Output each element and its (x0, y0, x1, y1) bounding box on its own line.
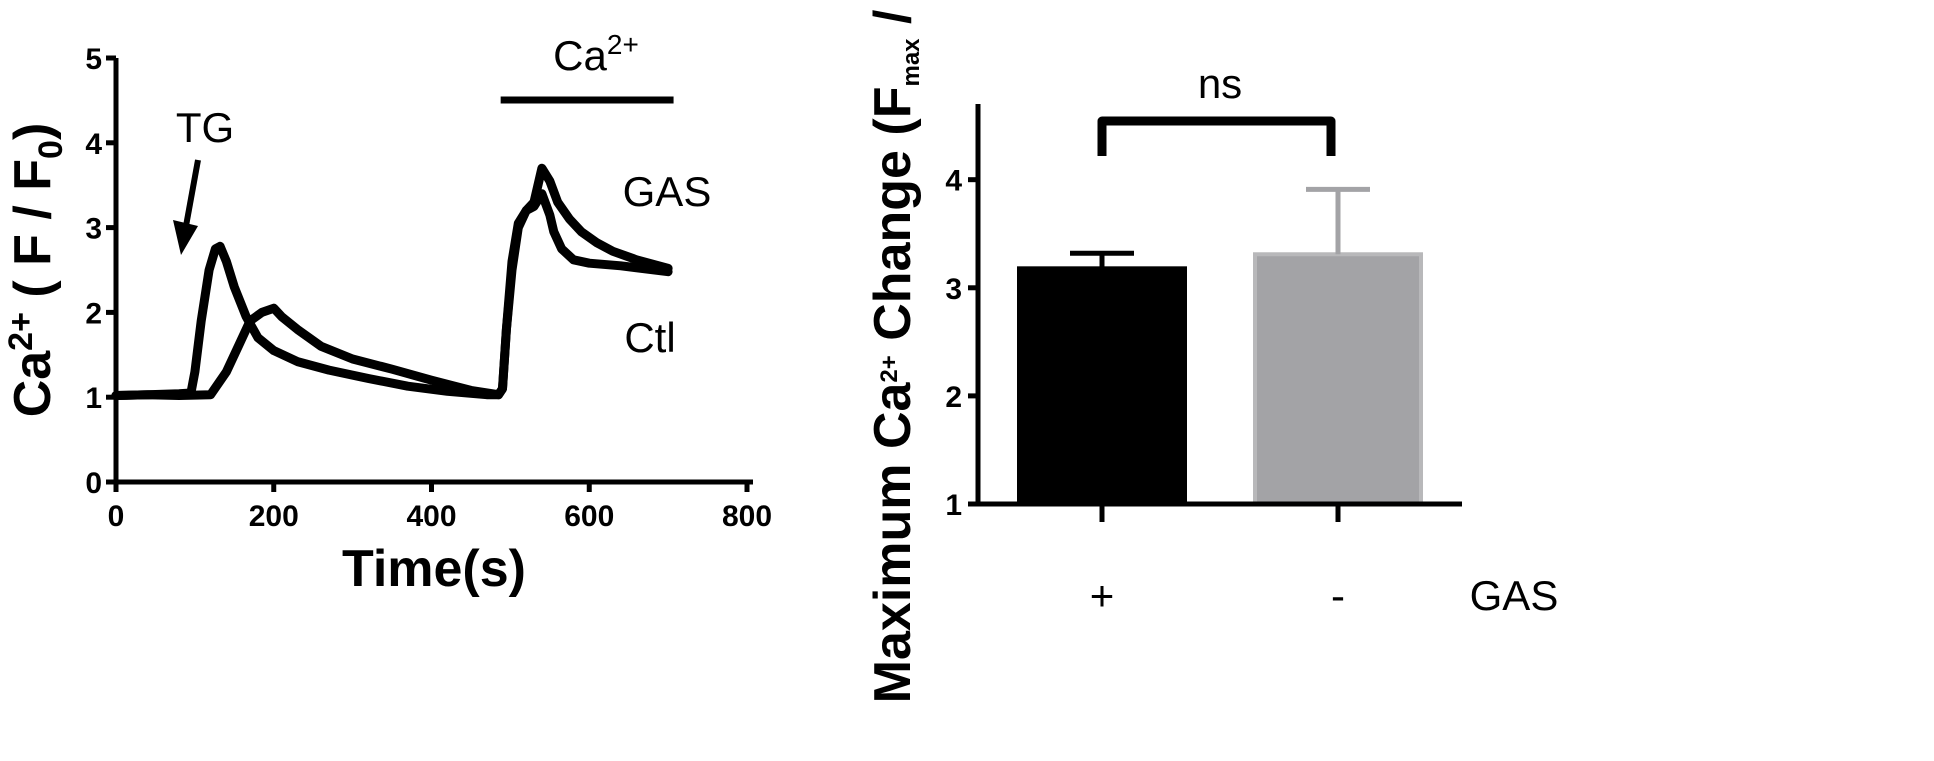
bar-gas-plus (1017, 266, 1187, 506)
right-y-ticks: 1 2 3 4 (945, 165, 978, 522)
left-y-tick-label: 5 (85, 43, 102, 76)
bar-group (1017, 252, 1423, 506)
left-x-tick-label: 200 (249, 500, 299, 533)
gas-axis-label: GAS (1470, 572, 1559, 619)
tg-label: TG (176, 104, 234, 151)
right-y-tick-label: 4 (945, 165, 962, 198)
ca-addition-label: Ca2+ (553, 29, 639, 79)
right-x-ticks: + - (1090, 504, 1345, 619)
left-y-ticks: 0 1 2 3 4 5 (85, 43, 116, 500)
gas-series-label: GAS (623, 168, 712, 215)
left-y-tick-label: 4 (85, 128, 102, 161)
bar-gas-minus (1253, 252, 1423, 506)
right-y-tick-label: 3 (945, 273, 962, 306)
trace-gas (111, 163, 673, 400)
left-x-ticks: 0 200 400 600 800 (108, 482, 772, 533)
left-x-tick-label: 800 (722, 500, 772, 533)
significance-label: ns (1198, 60, 1242, 107)
left-y-tick-label: 0 (85, 467, 102, 500)
right-y-tick-label: 1 (945, 489, 962, 522)
left-y-axis-title: Ca2+ ( F / F0) (2, 123, 70, 418)
left-x-tick-label: 600 (564, 500, 614, 533)
left-y-tick-label: 3 (85, 213, 102, 246)
error-bar-group (1070, 186, 1370, 269)
category-label: + (1090, 572, 1115, 619)
left-y-tick-label: 2 (85, 297, 102, 330)
tg-arrow-head (173, 220, 198, 255)
left-x-tick-label: 0 (108, 500, 125, 533)
trace-series-group (111, 163, 673, 400)
significance-bracket (1097, 116, 1336, 156)
right-y-axis-title: Maximum Ca2+ Change (Fmax / F0) (864, 0, 925, 703)
trace-ctl (111, 189, 673, 400)
calcium-trace-chart: 0 1 2 3 4 5 0 200 400 600 800 Time(s) Ca2+ ( F / … (2, 29, 772, 598)
category-label: - (1331, 572, 1345, 619)
left-x-tick-label: 400 (406, 500, 456, 533)
left-y-tick-label: 1 (85, 382, 102, 415)
ctl-series-label: Ctl (624, 314, 675, 361)
left-x-axis-title: Time(s) (342, 540, 526, 598)
tg-arrow-shaft (183, 159, 201, 227)
right-y-tick-label: 2 (945, 381, 962, 414)
